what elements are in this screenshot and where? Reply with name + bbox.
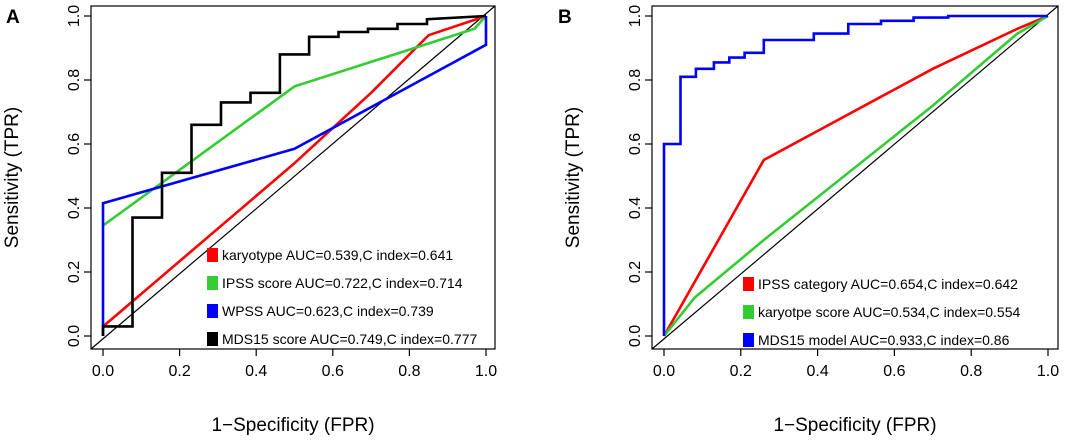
x-tick-label: 0.6 <box>883 363 905 380</box>
legend-swatch <box>207 304 218 318</box>
x-tick-label: 1.0 <box>475 363 497 380</box>
roc-curve-karyotpe-score <box>662 14 1049 337</box>
y-tick-label: 1.0 <box>627 5 644 27</box>
y-tick-label: 0.4 <box>66 197 83 219</box>
roc-curve-ipss-score <box>102 15 487 227</box>
y-axis-title: Sensitivity (TPR) <box>2 107 23 248</box>
x-tick-label: 0.0 <box>653 363 675 380</box>
legend-entry: IPSS category AUC=0.654,C index=0.642 <box>758 276 1018 292</box>
roc-panel-a: A 0.0 0.2 0.4 0.6 0.8 1.0 0.0 0.2 0.4 0.6 0.8 1.0 1−S… <box>2 5 497 436</box>
legend-entry: karyotype AUC=0.539,C index=0.641 <box>222 247 453 263</box>
x-tick-label: 0.2 <box>168 363 190 380</box>
roc-curve-mds15-score <box>101 14 487 336</box>
x-tick-label: 0.2 <box>730 363 752 380</box>
legend-swatch <box>207 248 218 262</box>
x-tick-label: 0.4 <box>245 363 267 380</box>
plot-frame <box>90 5 496 350</box>
roc-curve-wpss <box>101 16 488 336</box>
panel-label: B <box>558 7 572 28</box>
x-tick-label: 0.6 <box>322 363 344 380</box>
y-tick-label: 0.6 <box>627 133 644 155</box>
y-tick-label: 0.0 <box>66 325 83 347</box>
legend-swatch <box>743 305 754 319</box>
y-tick-label: 0.8 <box>627 69 644 91</box>
x-tick-label: 0.8 <box>398 363 420 380</box>
y-tick-label: 0.8 <box>66 69 83 91</box>
y-tick-label: 0.2 <box>627 261 644 283</box>
legend-entry: MDS15 model AUC=0.933,C index=0.86 <box>758 332 1010 348</box>
legend-entry: WPSS AUC=0.623,C index=0.739 <box>222 303 434 319</box>
x-tick-label: 0.0 <box>92 363 114 380</box>
x-tick-label: 0.8 <box>960 363 982 380</box>
legend-swatch <box>743 333 754 347</box>
legend-swatch <box>207 276 218 290</box>
x-axis-title: 1−Specificity (FPR) <box>773 415 936 436</box>
y-tick-label: 0.6 <box>66 133 83 155</box>
y-axis-title: Sensitivity (TPR) <box>563 107 584 248</box>
diagonal-reference-line <box>90 5 496 350</box>
x-tick-label: 1.0 <box>1037 363 1059 380</box>
legend-entry: karyotpe score AUC=0.534,C index=0.554 <box>758 304 1020 320</box>
roc-curve-mds15-model <box>662 14 1048 336</box>
x-tick-label: 0.4 <box>806 363 828 380</box>
y-tick-label: 0.0 <box>627 325 644 347</box>
roc-panel-b: B 0.0 0.2 0.4 0.6 0.8 1.0 0.0 0.2 0.4 0.6 0.8 1.0 1−S… <box>558 5 1059 436</box>
plot-frame <box>651 5 1059 350</box>
legend-swatch <box>207 332 218 346</box>
legend-swatch <box>743 277 754 291</box>
diagonal-reference-line <box>651 5 1059 350</box>
roc-curve-ipss-category <box>662 14 1049 337</box>
y-tick-label: 0.2 <box>66 261 83 283</box>
panel-label: A <box>6 7 20 28</box>
y-tick-label: 0.4 <box>627 197 644 219</box>
x-axis-title: 1−Specificity (FPR) <box>211 415 374 436</box>
y-tick-label: 1.0 <box>66 5 83 27</box>
legend-entry: IPSS score AUC=0.722,C index=0.714 <box>222 275 463 291</box>
legend-entry: MDS15 score AUC=0.749,C index=0.777 <box>222 331 477 347</box>
